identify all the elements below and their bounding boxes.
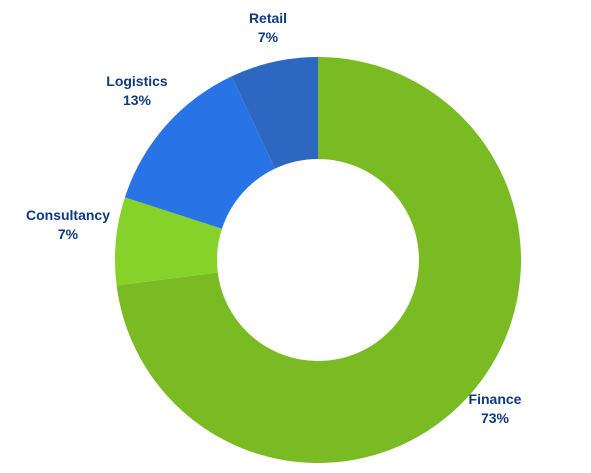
slice-consultancy [115, 197, 222, 286]
slice-value-consultancy: 7% [58, 226, 79, 242]
slice-label-finance: Finance [469, 391, 522, 407]
slice-logistics [124, 76, 275, 229]
slice-value-retail: 7% [258, 29, 279, 45]
slice-label-logistics: Logistics [106, 73, 168, 89]
slice-finance [116, 57, 521, 464]
slice-value-logistics: 13% [123, 92, 152, 108]
slice-label-retail: Retail [249, 10, 287, 26]
slice-label-consultancy: Consultancy [26, 207, 110, 223]
slice-retail [231, 57, 318, 169]
slice-value-finance: 73% [481, 410, 510, 426]
slice-labels: Finance 73% Consultancy 7% Logistics 13% Retai… [26, 10, 522, 426]
donut-slices [115, 57, 521, 464]
